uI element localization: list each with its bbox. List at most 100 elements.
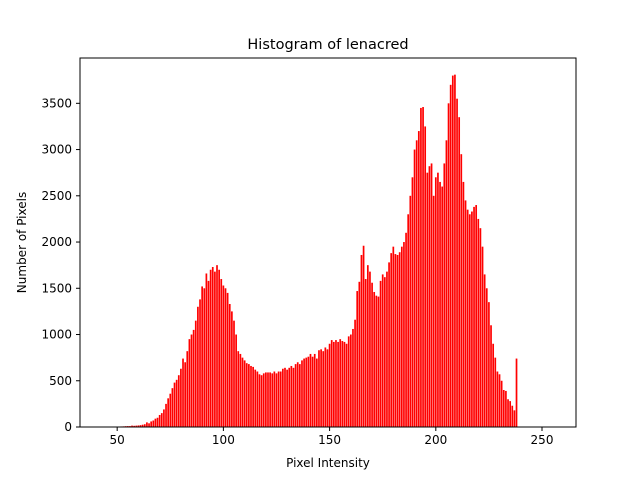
histogram-bar: [226, 292, 229, 427]
histogram-bar: [163, 409, 165, 427]
histogram-bar: [498, 374, 501, 427]
histogram-bar: [403, 242, 405, 427]
histogram-bar: [394, 254, 397, 427]
histogram-bar: [347, 336, 350, 427]
histogram-bar: [492, 343, 495, 427]
histogram-bar: [373, 291, 376, 427]
histogram-bar: [468, 214, 471, 427]
histogram-bar: [475, 205, 478, 427]
histogram-bar: [443, 163, 446, 427]
histogram-bar: [360, 254, 363, 427]
histogram-bar: [345, 343, 348, 427]
histogram-bar: [184, 362, 186, 427]
histogram-bar: [326, 349, 329, 427]
histogram-bar: [364, 279, 367, 427]
histogram-bar: [437, 172, 439, 427]
x-axis: 50 100 150 200 250: [110, 427, 554, 447]
histogram-bar: [277, 371, 280, 427]
histogram-bar: [405, 232, 407, 427]
histogram-bar: [205, 273, 208, 427]
histogram-bar: [424, 126, 427, 427]
histogram-bar: [156, 417, 159, 427]
histogram-bar: [245, 363, 248, 427]
histogram-bar: [369, 271, 371, 427]
histogram-bar: [173, 382, 176, 427]
histogram-bar: [462, 181, 465, 427]
bars-layer: [97, 74, 518, 428]
histogram-bar: [290, 365, 293, 427]
histogram-bar: [515, 358, 518, 427]
histogram-bar: [479, 228, 482, 427]
histogram-bar: [273, 371, 276, 427]
histogram-bar: [180, 368, 182, 427]
histogram-bar: [456, 98, 458, 427]
histogram-bar: [392, 246, 395, 427]
histogram-bar: [216, 265, 218, 427]
histogram-bar: [307, 356, 310, 427]
histogram-bar: [237, 351, 240, 427]
histogram-bar: [201, 286, 203, 427]
histogram-bar: [228, 304, 231, 427]
histogram-bar: [154, 418, 157, 427]
histogram-bar: [473, 206, 475, 427]
histogram-bar: [214, 271, 216, 427]
histogram-bar: [366, 265, 369, 427]
histogram-bar: [432, 195, 435, 427]
histogram-bar: [356, 291, 359, 427]
histogram-bar: [383, 277, 386, 427]
y-tick-label: 2000: [41, 235, 72, 249]
y-tick-label: 2500: [41, 189, 72, 203]
histogram-bar: [409, 195, 412, 427]
histogram-bar: [148, 423, 150, 427]
histogram-bar: [241, 357, 244, 427]
histogram-bar: [490, 325, 492, 427]
histogram-bar: [220, 279, 223, 427]
histogram-bar: [233, 320, 235, 427]
histogram-bar: [439, 181, 441, 427]
histogram-bar: [322, 351, 325, 427]
histogram-bar: [375, 295, 378, 427]
histogram-bar: [496, 371, 499, 427]
histogram-bar: [207, 280, 210, 427]
y-tick-label: 0: [64, 420, 72, 434]
histogram-bar: [454, 74, 456, 428]
histogram-bar: [339, 339, 342, 427]
histogram-bar: [377, 296, 380, 427]
histogram-bar: [507, 399, 509, 427]
histogram-bar: [254, 369, 257, 427]
histogram-bar: [502, 390, 505, 427]
histogram-bar: [301, 360, 303, 427]
histogram-bar: [324, 347, 327, 427]
x-tick-label: 250: [531, 433, 554, 447]
histogram-bar: [199, 299, 201, 427]
x-tick-label: 150: [318, 433, 341, 447]
histogram-bar: [188, 339, 191, 427]
histogram-bar: [190, 334, 193, 427]
histogram-bar: [466, 209, 469, 427]
histogram-bar: [267, 372, 269, 427]
histogram-bar: [143, 424, 146, 427]
histogram-bar: [417, 131, 420, 427]
histogram-bar: [407, 214, 410, 427]
histogram-bar: [269, 372, 271, 427]
histogram-bar: [197, 306, 199, 427]
histogram-bar: [313, 353, 316, 427]
histogram-bar: [413, 149, 416, 427]
histogram-bar: [260, 375, 263, 427]
histogram-bar: [426, 172, 429, 427]
histogram-bar: [194, 320, 197, 427]
histogram-bar: [258, 374, 261, 427]
histogram-bar: [390, 253, 393, 427]
histogram-bar: [388, 262, 390, 427]
histogram-bar: [358, 281, 361, 427]
histogram-bar: [505, 390, 507, 427]
histogram-bar: [211, 267, 214, 427]
histogram-bar: [296, 362, 299, 427]
y-axis-label: Number of Pixels: [15, 192, 29, 293]
histogram-bar: [286, 369, 288, 427]
histogram-bar: [494, 357, 497, 427]
histogram-bar: [182, 358, 184, 427]
histogram-bar: [294, 364, 297, 427]
